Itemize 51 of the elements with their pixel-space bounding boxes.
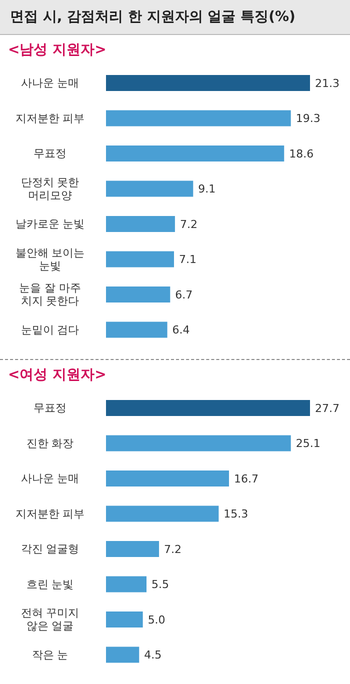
bar — [106, 216, 175, 232]
bar — [106, 322, 168, 338]
data-label: 5.0 — [148, 613, 166, 626]
data-label: 19.3 — [296, 112, 320, 126]
data-label: 4.5 — [144, 648, 162, 662]
y-tick-label: 무표정 — [34, 401, 66, 414]
y-tick-label: 불안해 보이는 눈빛 — [15, 246, 85, 272]
bar — [106, 541, 160, 557]
data-label: 27.7 — [315, 402, 340, 415]
y-tick-label: 지저분한 피부 — [15, 111, 85, 124]
y-tick-label: 전혀 꾸미지 않은 얼굴 — [20, 606, 80, 632]
y-tick-label: 사나운 눈매 — [20, 472, 80, 485]
y-tick-label: 눈을 잘 마주 치지 못한다 — [19, 281, 81, 308]
y-tick-label: 사나운 눈매 — [20, 76, 80, 90]
data-label: 16.7 — [234, 472, 258, 486]
bar — [106, 400, 310, 416]
y-tick-label: 날카로운 눈빛 — [15, 217, 85, 230]
bar — [106, 180, 194, 197]
bar — [106, 286, 170, 302]
data-label: 9.1 — [198, 182, 216, 196]
bar — [106, 110, 291, 126]
data-label: 25.1 — [296, 437, 320, 450]
bar — [106, 251, 174, 268]
data-label: 18.6 — [289, 147, 314, 160]
bar — [106, 470, 229, 486]
y-tick-label: 무표정 — [34, 146, 66, 160]
data-label: 7.2 — [164, 542, 182, 556]
data-label: 5.5 — [152, 578, 170, 592]
data-label: 15.3 — [224, 508, 248, 521]
bar — [106, 506, 219, 522]
y-tick-label: 각진 얼굴형 — [20, 542, 80, 556]
y-tick-label: 단정치 못한 머리모양 — [20, 175, 80, 202]
chart-subtitle: <남성 지원자> — [7, 41, 108, 60]
data-label: 21.3 — [315, 76, 340, 90]
bar — [106, 646, 140, 663]
bar — [106, 612, 143, 628]
bar — [106, 435, 291, 452]
bar — [106, 75, 310, 91]
data-label: 7.2 — [180, 218, 198, 231]
data-label: 6.4 — [172, 324, 190, 337]
chart-title: 면접 시, 감점처리 한 지원자의 얼굴 특징(%) — [0, 0, 350, 35]
y-tick-label: 진한 화장 — [26, 436, 74, 450]
chart-subtitle: <여성 지원자> — [7, 366, 108, 385]
y-tick-label: 눈밑이 검다 — [20, 322, 80, 336]
bar — [106, 146, 284, 162]
y-tick-label: 지저분한 피부 — [15, 506, 85, 520]
data-label: 7.1 — [179, 253, 196, 266]
data-label: 6.7 — [175, 288, 193, 302]
y-tick-label: 흐린 눈빛 — [26, 577, 74, 590]
y-tick-label: 작은 눈 — [32, 648, 68, 661]
bar — [106, 576, 147, 592]
